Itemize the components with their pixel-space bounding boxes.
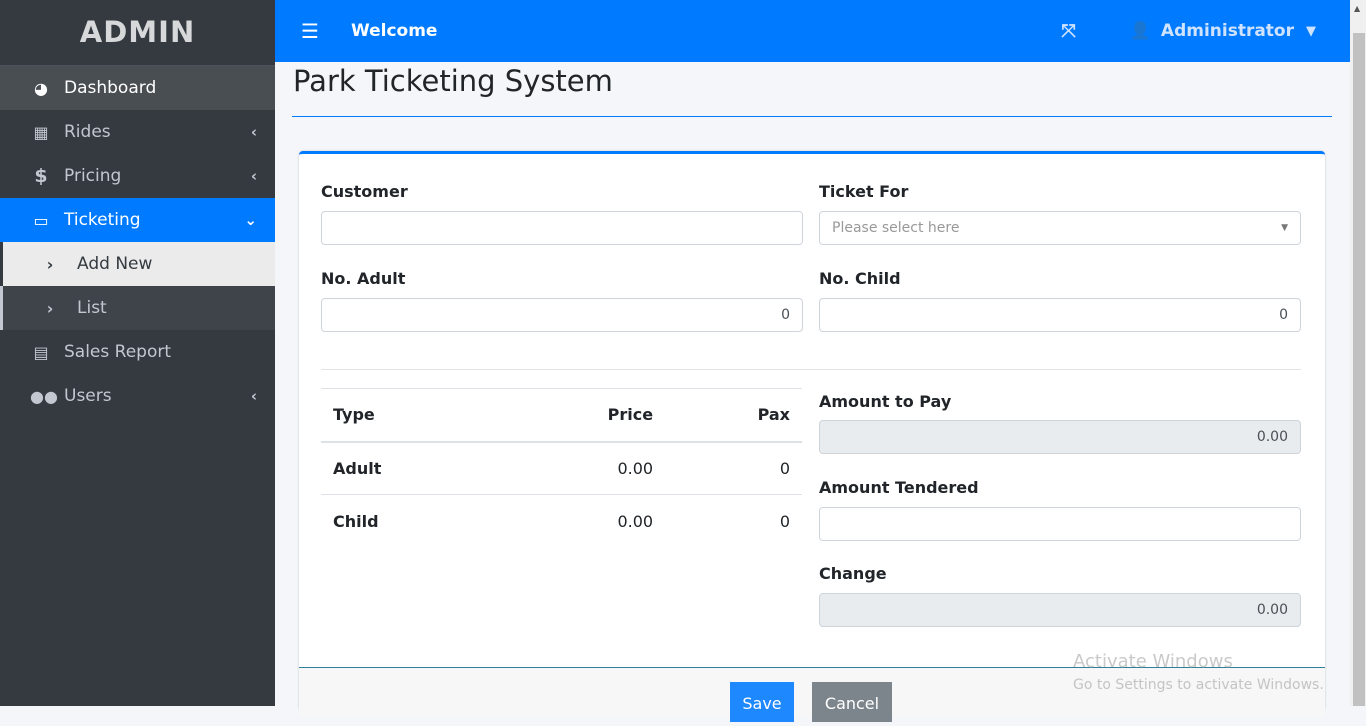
sidebar-item-users[interactable]: ●● Users ‹ [0,374,275,418]
sidebar-item-sales-report[interactable]: ▤ Sales Report [0,330,275,374]
users-icon: ●● [30,386,58,406]
scroll-up-icon[interactable]: ▲ [1354,4,1361,13]
activate-windows-watermark: Activate Windows [1073,651,1233,672]
column-header: Pax [665,388,802,443]
sidebar-item-label: Ticketing [64,210,141,230]
scrollbar-thumb[interactable] [1353,33,1365,706]
sidebar-item-rides[interactable]: ▦ Rides ‹ [0,110,275,154]
price-cell: 0.00 [496,441,666,495]
chevron-right-icon: › [46,254,54,274]
customer-input[interactable] [321,211,803,245]
file-icon: ▤ [33,342,49,362]
ticket-icon: ▭ [33,210,49,230]
type-cell: Child [321,494,497,548]
adult-count-input[interactable]: 0 [321,298,803,332]
sidebar-item-dashboard[interactable]: ◕ Dashboard [0,66,275,110]
table-header: Type Price Pax [321,388,802,443]
ticket-for-select[interactable]: Please select here ▼ [819,211,1301,245]
sidebar-item-label: Pricing [64,166,122,186]
pax-cell: 0 [665,441,802,495]
chevron-down-icon: ⌄ [244,211,257,229]
price-table: Type Price Pax Adult 0.00 0 Child 0.00 0 [321,388,802,548]
divider [292,116,1332,117]
sidebar-item-list[interactable]: › List [0,286,275,330]
compress-icon[interactable]: ⤧ [1061,20,1076,42]
pax-cell: 0 [665,494,802,548]
child-label: No. Child [819,269,901,288]
table-icon: ▦ [33,122,49,142]
sidebar-item-label: Dashboard [64,78,157,98]
table-row: Adult 0.00 0 [321,441,802,495]
sidebar-item-add-new[interactable]: › Add New [3,242,275,286]
hamburger-menu-icon[interactable]: ☰ [301,19,319,43]
divider [321,369,1301,370]
chevron-left-icon: ‹ [250,123,257,141]
chevron-left-icon: ‹ [250,387,257,405]
welcome-text: Welcome [350,21,438,41]
dropdown-arrow-icon: ▼ [1281,223,1288,233]
user-icon: 👤 [1129,21,1151,41]
chevron-down-icon[interactable]: ▼ [1306,23,1316,39]
top-navbar: ☰ Welcome ⤧ 👤 Administrator ▼ [275,0,1350,62]
page-title: Park Ticketing System [293,64,613,98]
sidebar-item-ticketing[interactable]: ▭ Ticketing ⌄ [0,198,275,242]
ticket-for-label: Ticket For [819,182,909,201]
change-label: Change [819,564,887,583]
ticket-form-card: Customer Ticket For Please select here ▼ … [299,151,1325,722]
adult-label: No. Adult [321,269,406,288]
scrollbar[interactable]: ▲ [1350,0,1366,706]
cancel-button[interactable]: Cancel [812,682,892,722]
amount-to-pay-field: 0.00 [819,420,1301,454]
chevron-right-icon: › [46,298,54,318]
dollar-icon: $ [34,165,48,187]
sidebar-item-pricing[interactable]: $ Pricing ‹ [0,154,275,198]
column-header: Price [496,388,666,443]
child-count-input[interactable]: 0 [819,298,1301,332]
sidebar-item-label: Add New [77,254,153,274]
table-row: Child 0.00 0 [321,494,802,548]
select-placeholder: Please select here [832,220,960,236]
sidebar-item-label: Rides [64,122,111,142]
type-cell: Adult [321,441,497,495]
sidebar-item-label: Users [64,386,112,406]
save-button[interactable]: Save [730,682,794,722]
sidebar: ADMIN ◕ Dashboard ▦ Rides ‹ $ Pricing ‹ ▭ Tick… [0,0,275,706]
activate-windows-hint: Go to Settings to activate Windows. [1073,677,1324,693]
column-header: Type [321,388,497,443]
sidebar-item-label: Sales Report [64,342,172,362]
amount-tendered-label: Amount Tendered [819,478,979,497]
price-cell: 0.00 [496,494,666,548]
customer-label: Customer [321,182,408,201]
user-menu[interactable]: Administrator [1160,21,1294,41]
change-field: 0.00 [819,593,1301,627]
brand-logo[interactable]: ADMIN [0,0,275,66]
amount-to-pay-label: Amount to Pay [819,392,952,411]
chevron-left-icon: ‹ [250,167,257,185]
tachometer-icon: ◕ [34,78,48,98]
amount-tendered-input[interactable] [819,507,1301,541]
sidebar-item-label: List [77,298,107,318]
